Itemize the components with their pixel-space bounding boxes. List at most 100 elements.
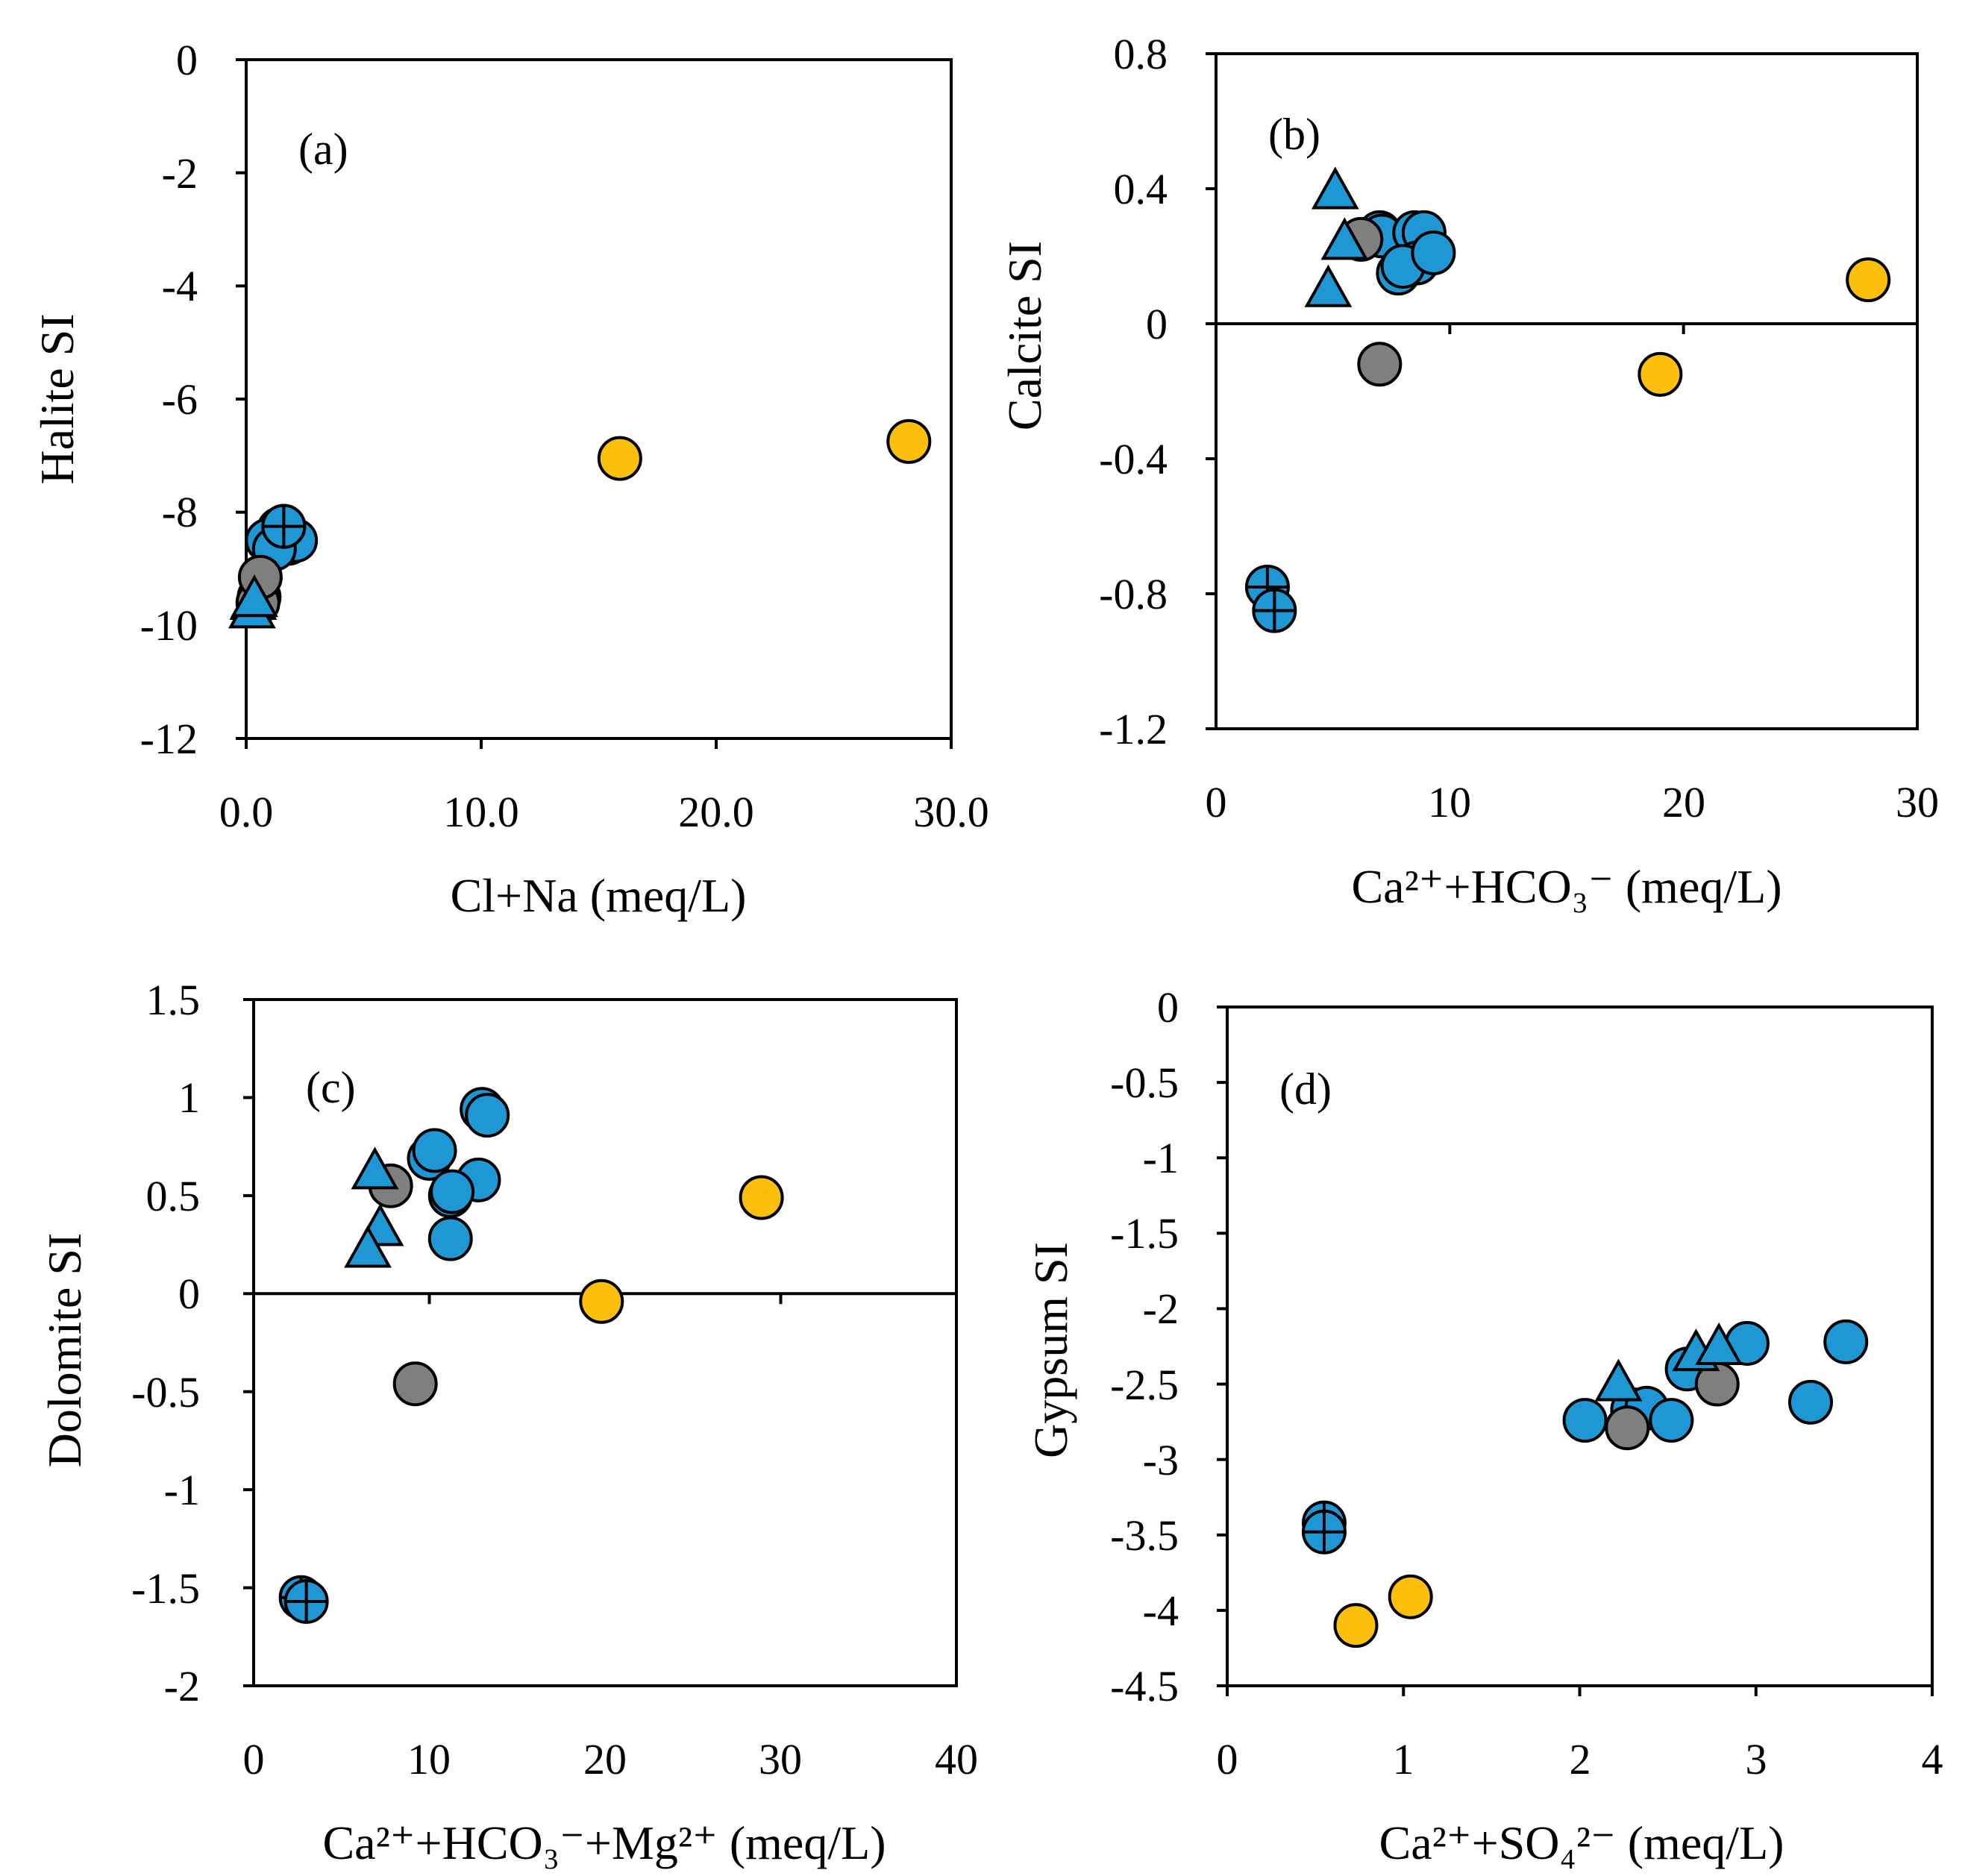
x-tick-label: 2	[1570, 1735, 1591, 1784]
data-point-circle	[1787, 1379, 1833, 1425]
y-tick-label: -4.5	[1110, 1662, 1179, 1710]
data-point-circle	[886, 418, 932, 464]
tick-marks	[1206, 52, 1919, 730]
data-points	[1244, 166, 1891, 633]
y-tick-label: -2	[162, 149, 198, 198]
data-point-circle	[1411, 230, 1456, 275]
y-tick-label: -12	[140, 715, 198, 763]
x-tick-label: 0	[243, 1735, 265, 1784]
y-tick-label: 0.4	[1114, 165, 1168, 213]
data-points	[278, 1087, 784, 1624]
panel-label: (d)	[1279, 1064, 1332, 1114]
data-point-circle	[1388, 1574, 1433, 1619]
data-point-circle	[465, 1093, 510, 1138]
data-point-circle	[579, 1279, 624, 1324]
x-tick-label: 1	[1393, 1735, 1414, 1784]
x-tick-label: 30.0	[913, 788, 989, 836]
plot-frame	[245, 58, 953, 740]
y-tick-label: -0.8	[1099, 570, 1168, 618]
x-tick-label: 40	[935, 1735, 978, 1784]
data-point-circle	[1638, 351, 1683, 397]
y-tick-label: 0	[176, 36, 198, 84]
x-tick-label: 0.0	[219, 788, 274, 836]
x-tick-label: 0	[1206, 778, 1227, 826]
data-point-circle	[1357, 342, 1403, 387]
x-tick-labels: 0 10 20 30 40	[243, 1735, 979, 1784]
y-tick-label: -2	[164, 1662, 200, 1710]
data-points	[1301, 1319, 1869, 1648]
x-tick-label: 0	[1217, 1735, 1238, 1784]
x-tick-label: 20	[583, 1735, 627, 1784]
panel-d-gypsum: 0 -0.5 -1 -1.5 -2 -2.5 -3 -3.5 -4 -4.5 0…	[1024, 983, 1943, 1869]
data-point-triangle	[1594, 1358, 1643, 1402]
data-point-circle	[392, 1361, 438, 1407]
data-point-crossed-circle	[1252, 588, 1297, 633]
y-tick-label: -4	[1143, 1587, 1179, 1635]
y-tick-label: 0.5	[146, 1172, 201, 1220]
panel-a-halite: 0 -2 -4 -6 -8 -10 -12 0.0 10.0 20.0 30.0…	[31, 36, 989, 922]
data-point-circle	[1823, 1319, 1869, 1364]
y-tick-label: -0.5	[1110, 1058, 1179, 1107]
x-tick-label: 30	[1896, 778, 1939, 826]
y-tick-label: -8	[162, 488, 198, 536]
panel-label: (c)	[306, 1063, 356, 1112]
y-tick-label: 0	[178, 1270, 200, 1318]
panel-b-calcite: 0.8 0.4 0 -0.4 -0.8 -1.2 0 10 20 30 Ca²⁺…	[998, 30, 1939, 913]
y-tick-label: -1.5	[131, 1564, 200, 1613]
y-tick-labels: 0.8 0.4 0 -0.4 -0.8 -1.2	[1099, 30, 1168, 753]
x-tick-label: 10.0	[443, 788, 519, 836]
data-point-crossed-circle	[261, 503, 307, 549]
data-point-circle	[427, 1216, 473, 1261]
x-axis-title: Ca²⁺+HCO₃⁻+Mg²⁺ (meq/L)	[322, 1816, 886, 1869]
x-axis-title: Ca²⁺+HCO₃⁻ (meq/L)	[1351, 860, 1782, 913]
y-tick-label: 0.8	[1114, 30, 1168, 78]
y-tick-label: -3.5	[1110, 1511, 1179, 1560]
x-tick-label: 20.0	[678, 788, 754, 836]
y-tick-labels: 0 -2 -4 -6 -8 -10 -12	[140, 36, 198, 763]
y-tick-labels: 1.5 1 0.5 0 -0.5 -1 -1.5 -2	[131, 976, 200, 1710]
data-point-triangle	[1304, 264, 1353, 307]
y-axis-title: Dolomite SI	[38, 1233, 91, 1468]
data-point-circle	[1562, 1398, 1608, 1443]
y-tick-label: -0.4	[1099, 435, 1168, 483]
x-tick-labels: 0 10 20 30	[1206, 778, 1940, 826]
y-tick-label: -10	[140, 601, 198, 650]
data-point-circle	[597, 436, 642, 481]
plot-frame	[1215, 52, 1919, 730]
x-tick-label: 20	[1662, 778, 1705, 826]
data-point-triangle	[231, 574, 278, 618]
tick-marks	[1217, 1006, 1934, 1696]
data-points	[228, 418, 932, 629]
x-tick-label: 30	[759, 1735, 802, 1784]
data-point-triangle	[351, 1146, 399, 1190]
y-tick-label: 0	[1146, 300, 1168, 348]
x-tick-labels: 0 1 2 3 4	[1217, 1735, 1943, 1784]
panel-c-dolomite: 1.5 1 0.5 0 -0.5 -1 -1.5 -2 0 10 20 30 4…	[38, 976, 978, 1869]
data-point-crossed-circle	[1301, 1509, 1347, 1555]
data-point-triangle	[1311, 166, 1359, 210]
y-tick-label: 1.5	[146, 976, 201, 1024]
data-point-circle	[1333, 1603, 1379, 1648]
y-axis-title: Halite SI	[31, 313, 84, 484]
plot-frame	[252, 998, 958, 1687]
y-tick-label: -4	[162, 262, 198, 310]
y-axis-title: Calcite SI	[998, 241, 1051, 430]
x-tick-label: 10	[407, 1735, 451, 1784]
y-axis-title: Gypsum SI	[1024, 1242, 1077, 1458]
x-axis-title: Cl+Na (meq/L)	[451, 869, 747, 922]
y-tick-label: -3	[1143, 1436, 1179, 1484]
y-tick-label: -1	[1143, 1134, 1179, 1182]
panel-label: (a)	[298, 125, 348, 174]
data-point-triangle	[344, 1225, 392, 1268]
data-point-triangle	[1320, 217, 1369, 260]
y-tick-label: -1.2	[1099, 705, 1168, 753]
data-point-circle	[1649, 1398, 1694, 1443]
x-tick-label: 10	[1428, 778, 1471, 826]
x-tick-labels: 0.0 10.0 20.0 30.0	[219, 788, 989, 836]
x-tick-label: 3	[1746, 1735, 1767, 1784]
data-point-circle	[739, 1175, 784, 1220]
data-point-triangle	[1695, 1322, 1743, 1366]
y-tick-label: -1	[164, 1466, 200, 1514]
y-tick-label: 1	[178, 1073, 200, 1122]
